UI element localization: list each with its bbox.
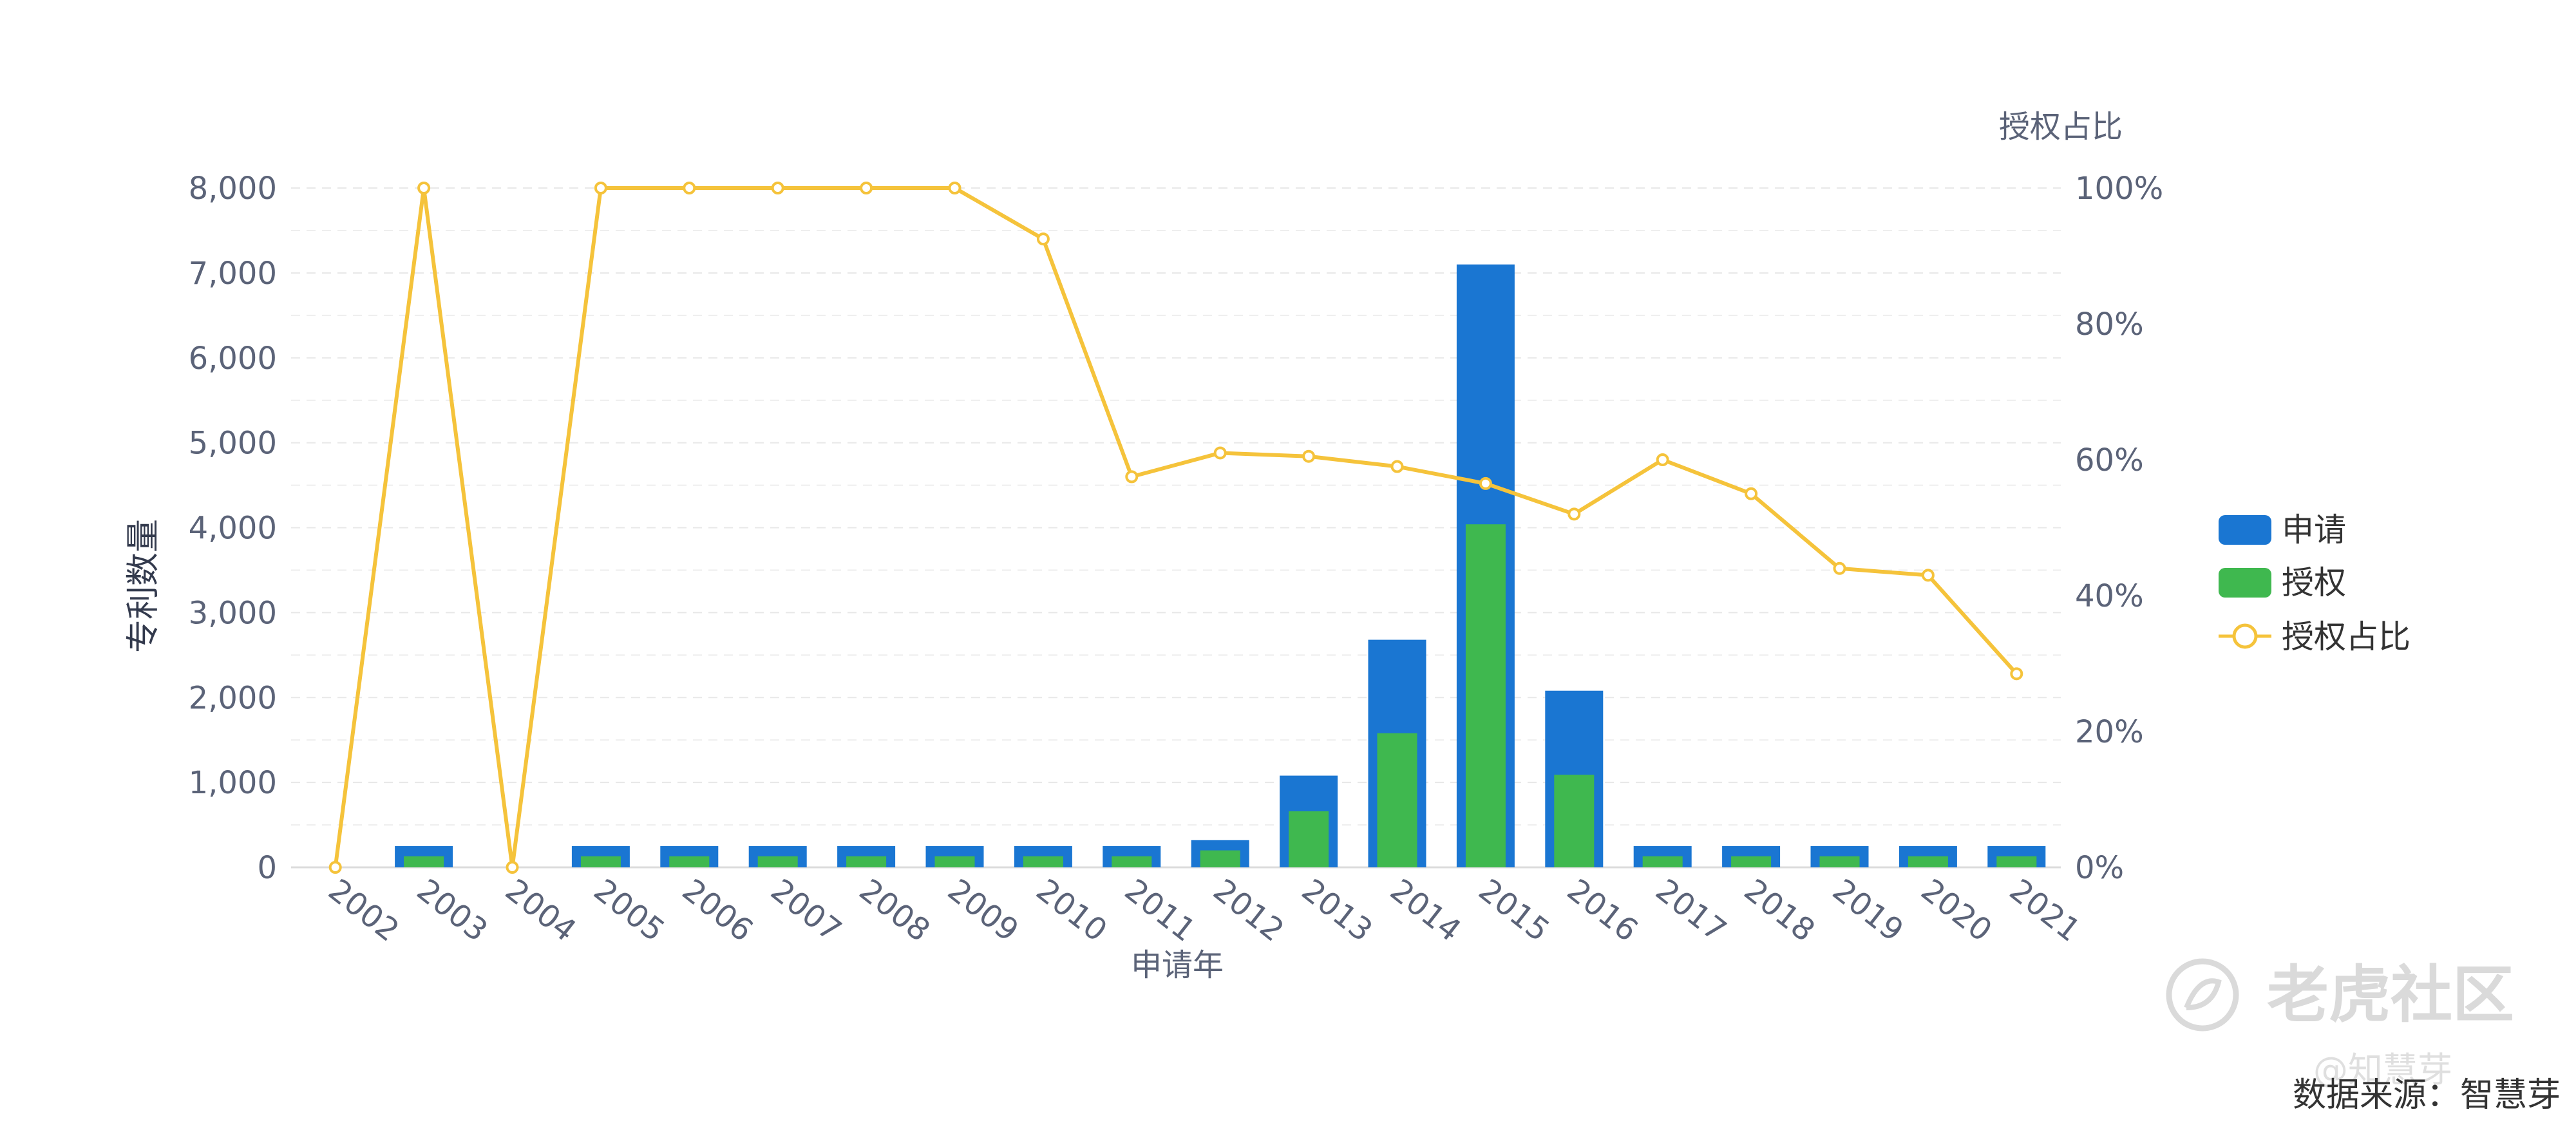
y-tick-label: 4,000: [189, 511, 277, 547]
x-tick-label: 2012: [1206, 872, 1291, 948]
ratio-point-2007[interactable]: [771, 182, 784, 194]
legend-label-ratio: 授权占比: [2282, 618, 2410, 655]
legend-swatch-grant: [2219, 568, 2271, 598]
bar-grant-2020[interactable]: [1908, 856, 1948, 867]
y-tick-label: 0: [257, 850, 277, 886]
watermark-logo-icon: [2166, 958, 2239, 1032]
legend-item-apply[interactable]: 申请: [2219, 511, 2346, 549]
bar-grant-2013[interactable]: [1289, 811, 1329, 867]
data-source-note: 数据来源：智慧芽: [2293, 1076, 2561, 1115]
legend-marker-ratio: [2232, 623, 2258, 649]
y-tick-label: 6,000: [189, 341, 277, 377]
x-tick-label: 2014: [1383, 872, 1468, 948]
watermark-sub: @知慧芽: [2313, 1050, 2452, 1090]
bar-grant-2005[interactable]: [580, 856, 621, 867]
bar-grant-2012[interactable]: [1200, 850, 1240, 867]
x-tick-label: 2008: [853, 872, 937, 948]
legend-label-grant: 授权: [2282, 564, 2346, 601]
ratio-point-2018[interactable]: [1745, 487, 1758, 500]
ratio-point-2005[interactable]: [594, 182, 607, 194]
x-tick-label: 2013: [1295, 872, 1379, 948]
ratio-point-2012[interactable]: [1213, 446, 1227, 460]
watermark: 老虎社区 @知慧芽: [2166, 958, 2514, 1090]
x-tick-label: 2020: [1915, 872, 1999, 948]
ratio-point-2021[interactable]: [2010, 667, 2023, 681]
ratio-point-2006[interactable]: [683, 182, 696, 194]
ratio-line: [328, 182, 2023, 874]
x-tick-label: 2007: [764, 872, 848, 948]
bar-grant-2014[interactable]: [1377, 733, 1417, 867]
y-tick-label: 5,000: [189, 426, 277, 462]
x-tick-label: 2006: [676, 872, 760, 948]
bar-grant-2007[interactable]: [757, 856, 798, 867]
x-axis-tick-labels: 2002 2003 2004 2005 2006 2007 2008 2009 2010 2011…: [321, 872, 2087, 948]
x-tick-label: 2002: [321, 872, 406, 948]
ratio-point-2004[interactable]: [506, 861, 519, 874]
ratio-point-2002[interactable]: [328, 861, 342, 874]
bar-grant-2015[interactable]: [1465, 524, 1506, 867]
x-tick-label: 2005: [587, 872, 672, 948]
y2-tick-label: 20%: [2075, 714, 2144, 750]
y-tick-label: 2,000: [189, 680, 277, 716]
bar-grant-2021[interactable]: [1996, 856, 2037, 867]
bar-grant-2017[interactable]: [1642, 856, 1683, 867]
x-tick-label: 2011: [1118, 872, 1202, 948]
ratio-point-2008[interactable]: [860, 182, 873, 194]
legend-swatch-apply: [2219, 515, 2271, 545]
y2-tick-label: 60%: [2075, 442, 2144, 478]
ratio-point-2013[interactable]: [1302, 449, 1316, 463]
y2-tick-label: 0%: [2075, 850, 2124, 886]
bar-grant-2016[interactable]: [1554, 775, 1595, 867]
x-tick-label: 2015: [1472, 872, 1557, 948]
legend-label-apply: 申请: [2282, 511, 2346, 549]
y2-axis-title: 授权占比: [1999, 109, 2123, 145]
bar-grant-2019[interactable]: [1819, 856, 1860, 867]
y-tick-label: 7,000: [189, 256, 277, 292]
y-axis-right: 0% 20% 40% 60% 80% 100%: [2075, 171, 2163, 886]
x-tick-label: 2004: [498, 872, 583, 948]
watermark-logo-swirl: [2184, 978, 2222, 1010]
ratio-point-2017[interactable]: [1656, 453, 1669, 466]
ratio-point-2019[interactable]: [1833, 561, 1846, 575]
bar-grant-2009[interactable]: [934, 856, 975, 867]
bar-grant-2011[interactable]: [1112, 856, 1152, 867]
y2-tick-label: 40%: [2075, 578, 2144, 614]
ratio-point-2014[interactable]: [1390, 460, 1404, 473]
ratio-point-2016[interactable]: [1567, 507, 1581, 521]
bars: [395, 264, 2046, 867]
ratio-point-2010[interactable]: [1036, 232, 1050, 246]
x-tick-label: 2018: [1738, 872, 1822, 948]
y-axis-left: 0 1,000 2,000 3,000 4,000 5,000 6,000 7,000 8,00…: [189, 171, 277, 886]
legend-item-ratio[interactable]: 授权占比: [2219, 618, 2410, 655]
y-axis-title: 专利数量: [124, 519, 163, 653]
x-tick-label: 2019: [1826, 872, 1910, 948]
bar-grant-2008[interactable]: [846, 856, 887, 867]
y2-tick-label: 80%: [2075, 306, 2144, 343]
bar-grant-2010[interactable]: [1023, 856, 1063, 867]
watermark-brand: 老虎社区: [2267, 959, 2514, 1031]
legend-item-grant[interactable]: 授权: [2219, 564, 2346, 601]
bar-grant-2006[interactable]: [669, 856, 710, 867]
grid-lines: [291, 187, 2061, 826]
x-tick-label: 2017: [1649, 872, 1733, 948]
ratio-point-2015[interactable]: [1479, 476, 1492, 490]
y-tick-label: 3,000: [189, 595, 277, 631]
ratio-line-path: [333, 186, 2018, 869]
y-tick-label: 1,000: [189, 765, 277, 801]
x-tick-label: 2016: [1560, 872, 1645, 948]
ratio-point-2009[interactable]: [948, 182, 961, 194]
ratio-point-2011[interactable]: [1125, 470, 1139, 484]
x-tick-label: 2010: [1030, 872, 1114, 948]
ratio-point-2020[interactable]: [1921, 569, 1935, 582]
x-tick-label: 2009: [941, 872, 1025, 948]
bar-grant-2003[interactable]: [404, 856, 444, 867]
legend: 申请 授权 授权占比: [2219, 511, 2410, 655]
x-axis-title: 申请年: [1131, 947, 1224, 983]
y-tick-label: 8,000: [189, 171, 277, 207]
ratio-point-2003[interactable]: [417, 182, 431, 194]
x-tick-label: 2003: [410, 872, 495, 948]
bar-grant-2018[interactable]: [1731, 856, 1772, 867]
y2-tick-label: 100%: [2075, 171, 2163, 207]
